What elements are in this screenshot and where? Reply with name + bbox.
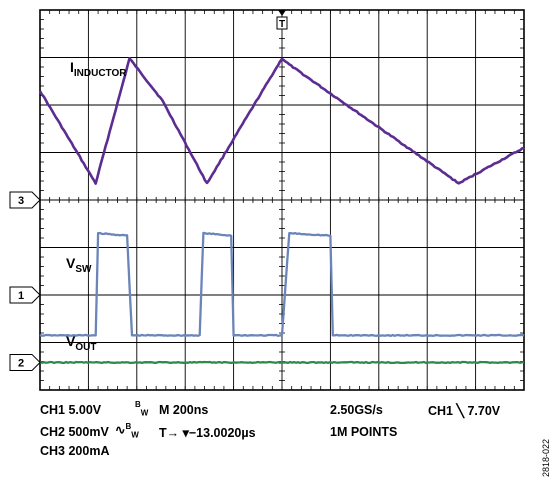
channel-marker-3: 3 <box>9 191 41 209</box>
channel-marker-number: 1 <box>18 290 24 302</box>
oscilloscope-plot: 3 1 2 T IINDUCTOR VSW VOUT <box>9 9 525 391</box>
figure-id: 2818-022 <box>541 439 551 477</box>
status-sample-rate: 2.50GS/s <box>330 403 383 417</box>
status-ch2: CH2 500mV <box>40 425 109 439</box>
trace-label-vout: VOUT <box>66 333 96 353</box>
trigger-label: T <box>279 19 285 30</box>
status-timebase: M 200ns <box>159 403 209 417</box>
status-bw2: ∿BW <box>115 422 139 440</box>
status-bw1: BW <box>135 400 149 418</box>
waveform-traces <box>38 56 525 365</box>
status-record-length: 1M POINTS <box>330 425 398 439</box>
trace-label-vsw: VSW <box>66 255 92 275</box>
status-trigger: CH1 ╲ 7.70V <box>428 404 501 418</box>
status-trigger-position: T→ ▾−13.0020µs <box>159 426 256 440</box>
channel-marker-number: 2 <box>18 357 24 369</box>
trace-vout <box>39 360 524 365</box>
trace-label-iinductor: IINDUCTOR <box>70 59 127 79</box>
channel-marker-2: 2 <box>9 353 41 371</box>
trace-iinductor <box>38 56 525 185</box>
channel-marker-1: 1 <box>9 286 41 304</box>
trigger-marker: T <box>276 10 288 30</box>
trigger-arrow-icon <box>278 10 286 16</box>
channel-marker-box <box>9 191 41 209</box>
channel-markers: 3 1 2 T <box>9 10 288 371</box>
trace-labels: IINDUCTOR VSW VOUT <box>66 59 127 353</box>
channel-marker-box <box>9 286 41 304</box>
channel-marker-box <box>9 353 41 371</box>
ch1-setting: CH1 5.00V <box>40 403 102 417</box>
status-ch1: CH1 5.00V <box>40 403 101 417</box>
trace-vsw <box>39 231 525 338</box>
status-ch3: CH3 200mA <box>40 444 110 458</box>
channel-marker-number: 3 <box>18 195 24 207</box>
trigger-box <box>276 16 288 30</box>
